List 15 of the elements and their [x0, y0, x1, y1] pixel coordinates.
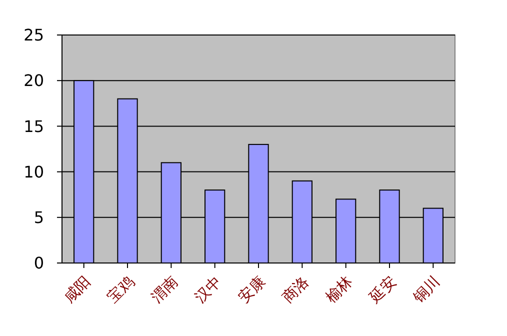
y-tick-label: 15: [24, 116, 44, 136]
x-tick-label: 安康: [234, 272, 269, 306]
y-tick-label: 10: [24, 162, 44, 182]
y-tick-label: 5: [34, 208, 44, 227]
x-tick-label: 榆林: [322, 272, 356, 306]
y-tick-label: 20: [24, 71, 44, 90]
y-tick-label: 25: [24, 26, 44, 45]
y-tick-label: 0: [34, 254, 44, 273]
x-tick-label: 咸阳: [60, 272, 94, 306]
x-tick-label: 宝鸡: [104, 272, 138, 306]
x-tick-label: 延安: [365, 272, 400, 308]
x-tick-label: 渭南: [147, 272, 182, 306]
x-tick-label: 铜川: [408, 272, 444, 308]
x-tick-label: 商洛: [278, 272, 312, 306]
x-tick-label: 汉中: [191, 272, 226, 306]
